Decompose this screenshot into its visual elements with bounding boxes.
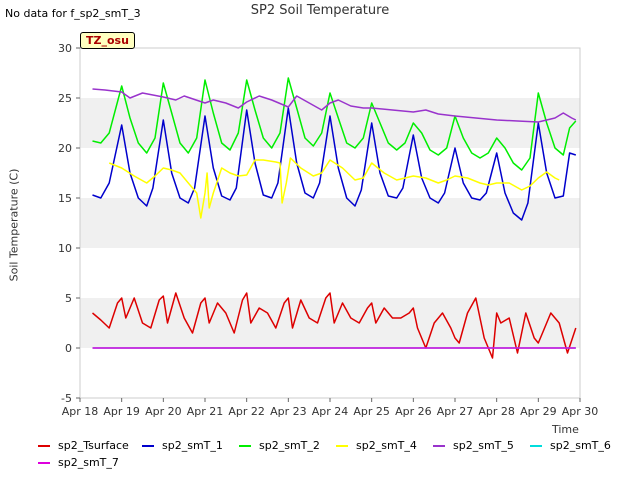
legend-label: sp2_smT_7: [58, 456, 119, 469]
legend-swatch: [530, 444, 542, 447]
legend-swatch: [142, 444, 154, 447]
legend: sp2_Tsurface sp2_smT_1 sp2_smT_2 sp2_smT…: [38, 437, 628, 471]
x-axis-label: Time: [552, 423, 579, 436]
timezone-badge: TZ_osu: [80, 32, 135, 49]
legend-label: sp2_smT_1: [162, 439, 223, 452]
legend-swatch: [239, 444, 251, 447]
x-tick-label: Apr 29: [520, 405, 557, 418]
legend-swatch: [433, 444, 445, 447]
y-tick-label: 0: [65, 342, 72, 355]
legend-swatch: [38, 461, 50, 464]
series-layer: [92, 77, 577, 359]
series-line-sp2-tsurface: [92, 292, 577, 359]
legend-swatch: [38, 444, 50, 447]
series-line-sp2-smt-5: [92, 88, 577, 123]
legend-item-sp2-smt-4: sp2_smT_4: [336, 437, 433, 454]
y-tick-label: 5: [65, 292, 72, 305]
x-tick-label: Apr 25: [353, 405, 390, 418]
y-tick-label: 15: [58, 192, 72, 205]
no-data-note: No data for f_sp2_smT_3: [5, 7, 141, 20]
series-line-sp2-smt-4: [108, 157, 560, 219]
y-tick-label: 20: [58, 142, 72, 155]
x-tick-label: Apr 18: [62, 405, 99, 418]
x-tick-label: Apr 24: [312, 405, 349, 418]
chart-title: SP2 Soil Temperature: [250, 3, 390, 18]
legend-label: sp2_smT_5: [453, 439, 514, 452]
legend-label: sp2_smT_6: [550, 439, 611, 452]
grid-band: [80, 198, 580, 248]
x-axis: Apr 18 Apr 19 Apr 20 Apr 21 Apr 22 Apr 23 Apr …: [62, 398, 599, 418]
y-tick-label: 25: [58, 92, 72, 105]
x-tick-label: Apr 27: [437, 405, 474, 418]
legend-label: sp2_smT_2: [259, 439, 320, 452]
x-tick-label: Apr 22: [228, 405, 265, 418]
legend-item-sp2-smt-1: sp2_smT_1: [142, 437, 239, 454]
x-tick-label: Apr 20: [145, 405, 182, 418]
legend-item-sp2-smt-7: sp2_smT_7: [38, 454, 142, 471]
x-tick-label: Apr 28: [478, 405, 515, 418]
series-line-sp2-smt-1: [92, 107, 577, 221]
x-tick-label: Apr 23: [270, 405, 307, 418]
y-tick-label: 30: [58, 42, 72, 55]
x-tick-label: Apr 30: [562, 405, 599, 418]
grid-bands: [80, 98, 580, 348]
legend-label: sp2_Tsurface: [58, 439, 129, 452]
legend-item-sp2-tsurface: sp2_Tsurface: [38, 437, 142, 454]
x-tick-label: Apr 19: [103, 405, 140, 418]
legend-row: sp2_smT_7: [38, 454, 628, 471]
legend-row: sp2_Tsurface sp2_smT_1 sp2_smT_2 sp2_smT…: [38, 437, 628, 454]
legend-item-sp2-smt-5: sp2_smT_5: [433, 437, 530, 454]
y-axis-label: Soil Temperature (C): [7, 168, 21, 282]
legend-swatch: [336, 444, 348, 447]
y-tick-label: -5: [61, 392, 72, 405]
legend-item-sp2-smt-2: sp2_smT_2: [239, 437, 336, 454]
x-tick-label: Apr 26: [395, 405, 432, 418]
x-tick-label: Apr 21: [187, 405, 224, 418]
y-axis: -5 0 5 10 15 20 25 30: [58, 42, 80, 405]
legend-label: sp2_smT_4: [356, 439, 417, 452]
grid-band: [80, 98, 580, 148]
y-tick-label: 10: [58, 242, 72, 255]
legend-item-sp2-smt-6: sp2_smT_6: [530, 437, 627, 454]
grid-band: [80, 298, 580, 348]
series-line-sp2-smt-2: [92, 77, 577, 171]
